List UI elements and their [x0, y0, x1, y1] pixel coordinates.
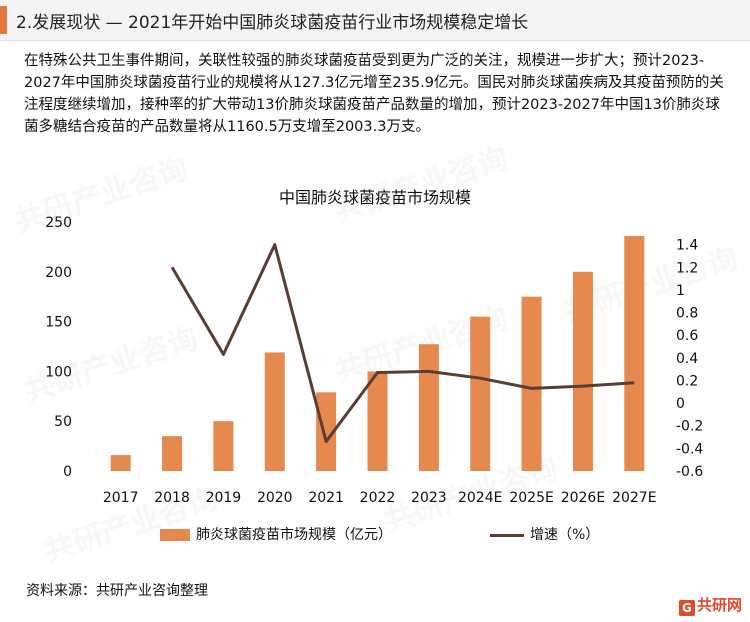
x-tick-label: 2019 [206, 490, 242, 506]
y-right-tick-label: 0.6 [676, 328, 698, 344]
bar-2023 [418, 344, 439, 471]
bar-2019 [213, 421, 234, 471]
page-title: 2.发展现状 — 2021年开始中国肺炎球菌疫苗行业市场规模稳定增长 [16, 13, 529, 33]
legend-item-line: 增速（%） [490, 524, 599, 544]
y-left-tick-label: 50 [54, 414, 72, 430]
y-right-tick-label: 1 [676, 283, 685, 299]
intro-paragraph: 在特殊公共卫生事件期间，关联性较强的肺炎球菌疫苗受到更为广泛的关注，规模进一步扩… [24, 53, 724, 135]
bar-2017 [110, 455, 131, 471]
brand-icon: G [678, 600, 695, 616]
brand-name: 共研网 [696, 596, 742, 614]
legend-label-line: 增速（%） [530, 527, 600, 543]
x-tick-label: 2025E [509, 490, 553, 506]
legend-swatch-bar [160, 529, 190, 541]
x-tick-label: 2020 [257, 490, 293, 506]
y-right-tick-label: 0.4 [676, 351, 698, 367]
bar-2025E [521, 296, 542, 471]
chart-legend: 肺炎球菌疫苗市场规模（亿元） 增速（%） [0, 522, 750, 546]
bar-2020 [264, 352, 285, 471]
growth-line [170, 243, 635, 444]
x-tick-label: 2021 [308, 490, 344, 506]
bar-2024E [470, 316, 491, 471]
y-right-tick-label: -0.4 [676, 441, 703, 457]
chart-title: 中国肺炎球菌疫苗市场规模 [278, 188, 471, 207]
bar-2027E [624, 236, 645, 471]
y-right-tick-label: 1.4 [676, 238, 698, 254]
y-right-tick-label: 0.2 [676, 373, 698, 389]
y-right-tick-label: 1.2 [676, 260, 698, 276]
y-left-tick-label: 0 [63, 464, 72, 480]
source-note: 资料来源：共研产业咨询整理 [26, 583, 208, 599]
x-tick-label: 2022 [360, 490, 396, 506]
y-left-tick-label: 250 [45, 215, 72, 231]
bar-2018 [162, 436, 183, 471]
x-tick-label: 2018 [154, 490, 190, 506]
combo-chart: 0 50 100 150 200 250 -0.6 -0.4 -0.2 0 0.2 0.4 0.6 0.8… [45, 215, 703, 506]
legend-label-bar: 肺炎球菌疫苗市场规模（亿元） [196, 527, 392, 543]
x-tick-label: 2026E [561, 490, 605, 506]
header-accent-bar [0, 6, 7, 34]
y-left-tick-label: 150 [45, 315, 72, 331]
x-tick-label: 2017 [103, 490, 139, 506]
x-tick-label: 2023 [411, 490, 447, 506]
y-right-tick-label: 0 [676, 396, 685, 412]
y-right-tick-label: 0.8 [676, 306, 698, 322]
bar-2026E [572, 271, 593, 471]
bar-2022 [367, 371, 388, 471]
y-left-tick-label: 200 [45, 265, 72, 281]
x-tick-label: 2024E [458, 490, 502, 506]
legend-item-bar: 肺炎球菌疫苗市场规模（亿元） [160, 524, 392, 544]
legend-swatch-line [490, 533, 524, 537]
brand-logo: G 共研网 [678, 594, 742, 616]
y-right-tick-label: -0.2 [676, 419, 703, 435]
bar-2021 [316, 392, 337, 471]
y-right-tick-label: -0.6 [676, 464, 703, 480]
x-tick-label: 2027E [612, 490, 656, 506]
y-left-tick-label: 100 [45, 364, 72, 380]
header: 2.发展现状 — 2021年开始中国肺炎球菌疫苗行业市场规模稳定增长 [0, 0, 750, 41]
